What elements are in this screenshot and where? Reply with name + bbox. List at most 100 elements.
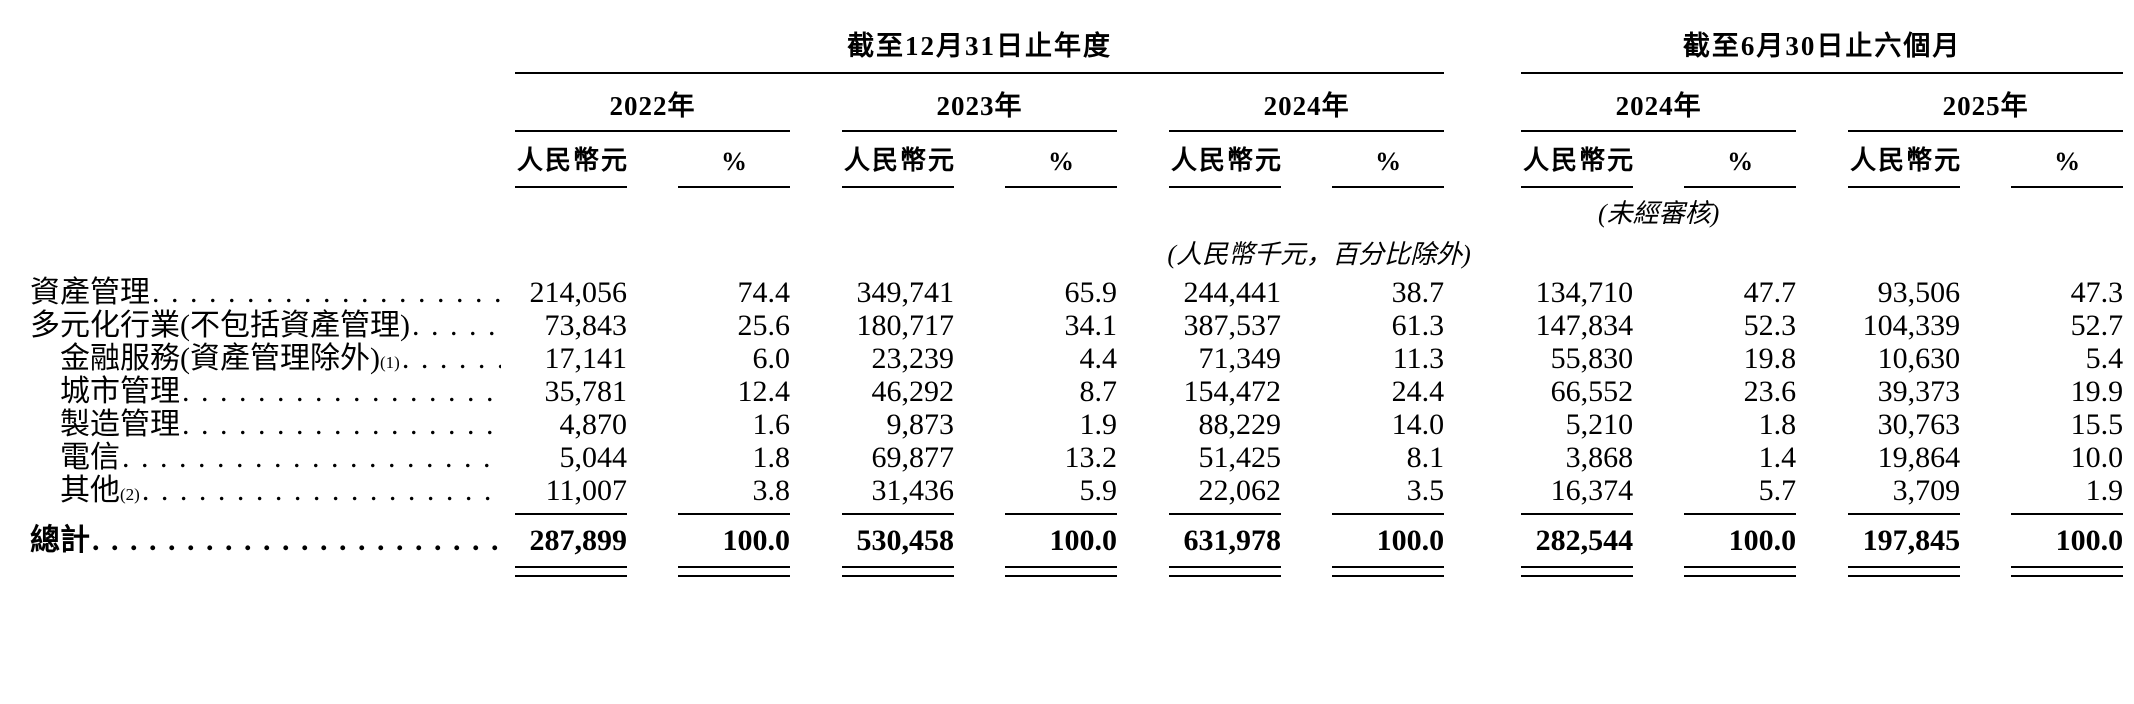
row-label: 多元化行業(不包括資產管理) bbox=[30, 309, 410, 342]
prospectus-revenue-table-page: 截至12月31日止年度 截至6月30日止六個月 2022年 2023年 2024… bbox=[0, 0, 2134, 581]
amount-cell: 73,843 bbox=[544, 309, 628, 342]
total-row-label: 總計 bbox=[30, 524, 90, 557]
amount-column-header: 人民幣元 bbox=[1169, 131, 1281, 188]
year-header-2024: 2024年 bbox=[1169, 73, 1445, 132]
amount-cell: 180,717 bbox=[856, 309, 955, 342]
unaudited-note-row: (未經審核) bbox=[30, 187, 2123, 230]
row-label: 製造管理 bbox=[60, 408, 180, 441]
double-rule bbox=[1684, 565, 1797, 577]
percent-cell: 1.8 bbox=[752, 441, 791, 474]
amount-cell: 22,062 bbox=[1198, 474, 1282, 507]
single-rule bbox=[515, 513, 627, 515]
amount-cell: 17,141 bbox=[544, 342, 628, 375]
percent-column-header: % bbox=[678, 131, 790, 188]
amount-cell: 11,007 bbox=[545, 474, 627, 507]
percent-cell: 24.4 bbox=[1391, 375, 1445, 408]
row-label: 金融服務(資產管理除外) bbox=[60, 342, 380, 375]
percent-cell: 12.4 bbox=[737, 375, 791, 408]
amount-cell: 214,056 bbox=[529, 276, 628, 309]
table-row: 多元化行業(不包括資產管理) 73,843 25.6 180,717 34.1 … bbox=[30, 309, 2123, 342]
amount-cell: 39,373 bbox=[1877, 375, 1961, 408]
amount-cell: 3,709 bbox=[1892, 474, 1961, 507]
percent-cell: 38.7 bbox=[1391, 276, 1445, 309]
dot-leader bbox=[92, 521, 501, 561]
percent-cell: 47.7 bbox=[1743, 276, 1797, 309]
amount-cell: 244,441 bbox=[1183, 276, 1282, 309]
double-rule bbox=[2011, 565, 2124, 577]
amount-cell: 19,864 bbox=[1877, 441, 1961, 474]
percent-cell: 13.2 bbox=[1064, 441, 1118, 474]
percent-cell: 5.7 bbox=[1758, 474, 1797, 507]
amount-cell: 23,239 bbox=[871, 342, 955, 375]
units-note-row: (人民幣千元，百分比除外) bbox=[30, 230, 2123, 276]
percent-cell: 74.4 bbox=[737, 276, 791, 309]
year-header-2024-h1: 2024年 bbox=[1521, 73, 1797, 132]
double-rule bbox=[842, 565, 954, 577]
amount-cell: 387,537 bbox=[1183, 309, 1282, 342]
amount-cell: 31,436 bbox=[871, 474, 955, 507]
amount-cell: 51,425 bbox=[1198, 441, 1282, 474]
percent-cell: 10.0 bbox=[2070, 441, 2124, 474]
percent-cell: 1.9 bbox=[1079, 408, 1118, 441]
single-rule bbox=[678, 513, 790, 515]
amount-cell: 66,552 bbox=[1550, 375, 1634, 408]
single-rule bbox=[1169, 513, 1281, 515]
single-rule bbox=[2011, 513, 2124, 515]
single-rule bbox=[1848, 513, 1961, 515]
percent-cell: 15.5 bbox=[2070, 408, 2124, 441]
percent-cell: 1.6 bbox=[752, 408, 791, 441]
amount-cell: 5,210 bbox=[1565, 408, 1634, 441]
double-rule bbox=[678, 565, 790, 577]
year-header-2023: 2023年 bbox=[842, 73, 1117, 132]
double-rule bbox=[1521, 565, 1634, 577]
percent-cell: 52.7 bbox=[2070, 309, 2124, 342]
percent-cell: 52.3 bbox=[1743, 309, 1797, 342]
percent-cell: 47.3 bbox=[2070, 276, 2124, 309]
units-note: (人民幣千元，百分比除外) bbox=[1167, 240, 1471, 269]
percent-column-header: % bbox=[1005, 131, 1117, 188]
period-group-six-months-jun30: 截至6月30日止六個月 bbox=[1521, 24, 2124, 74]
percent-cell: 3.5 bbox=[1406, 474, 1445, 507]
percent-cell: 61.3 bbox=[1391, 309, 1445, 342]
row-label: 資產管理 bbox=[30, 276, 150, 309]
post-total-double-rule-row bbox=[30, 561, 2124, 581]
percent-cell: 8.1 bbox=[1406, 441, 1445, 474]
table-row: 電信 5,044 1.8 69,877 13.2 51,425 8.1 3,86… bbox=[30, 441, 2123, 474]
total-amount-cell: 197,845 bbox=[1862, 524, 1961, 557]
amount-cell: 154,472 bbox=[1183, 375, 1282, 408]
amount-cell: 3,868 bbox=[1565, 441, 1634, 474]
unaudited-note: (未經審核) bbox=[1597, 199, 1720, 228]
year-header-2025-h1: 2025年 bbox=[1848, 73, 2124, 132]
table-row: 金融服務(資產管理除外)(1) 17,141 6.0 23,239 4.4 71… bbox=[30, 342, 2123, 375]
amount-cell: 4,870 bbox=[559, 408, 628, 441]
percent-cell: 23.6 bbox=[1743, 375, 1797, 408]
amount-cell: 16,374 bbox=[1550, 474, 1634, 507]
percent-column-header: % bbox=[1684, 131, 1797, 188]
percent-cell: 25.6 bbox=[737, 309, 791, 342]
percent-cell: 19.8 bbox=[1743, 342, 1797, 375]
double-rule bbox=[515, 565, 627, 577]
percent-cell: 1.9 bbox=[2085, 474, 2124, 507]
amount-cell: 88,229 bbox=[1198, 408, 1282, 441]
amount-cell: 55,830 bbox=[1550, 342, 1634, 375]
row-label: 電信 bbox=[60, 441, 120, 474]
column-header-row: 人民幣元 % 人民幣元 % 人民幣元 % 人民幣元 % 人民幣元 % bbox=[30, 131, 2124, 188]
total-amount-cell: 631,978 bbox=[1183, 524, 1282, 557]
dot-leader bbox=[402, 342, 501, 375]
percent-cell: 6.0 bbox=[752, 342, 791, 375]
double-rule bbox=[1848, 565, 1961, 577]
amount-cell: 10,630 bbox=[1877, 342, 1961, 375]
amount-cell: 30,763 bbox=[1877, 408, 1961, 441]
percent-cell: 11.3 bbox=[1392, 342, 1445, 375]
row-label: 城市管理 bbox=[60, 375, 180, 408]
amount-cell: 71,349 bbox=[1198, 342, 1282, 375]
total-percent-cell: 100.0 bbox=[1376, 524, 1445, 557]
amount-cell: 9,873 bbox=[886, 408, 955, 441]
percent-cell: 19.9 bbox=[2070, 375, 2124, 408]
table-row: 其他(2) 11,007 3.8 31,436 5.9 22,062 3.5 1… bbox=[30, 474, 2123, 507]
total-percent-cell: 100.0 bbox=[722, 524, 791, 557]
amount-column-header: 人民幣元 bbox=[1848, 131, 1960, 188]
amount-column-header: 人民幣元 bbox=[842, 131, 954, 188]
amount-column-header: 人民幣元 bbox=[1521, 131, 1633, 188]
percent-cell: 14.0 bbox=[1391, 408, 1445, 441]
